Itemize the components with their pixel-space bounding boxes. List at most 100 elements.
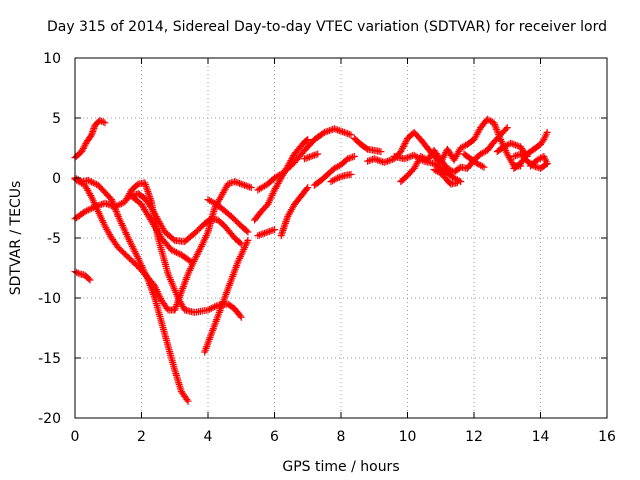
data-point [73, 268, 81, 276]
data-point [399, 143, 407, 151]
data-point [192, 254, 200, 262]
series-arc-18 [350, 134, 385, 156]
series-arc-9 [201, 236, 252, 356]
data-point [278, 230, 286, 238]
data-point [78, 148, 86, 156]
data-point [480, 163, 488, 171]
data-point [440, 152, 448, 160]
data-point [84, 206, 92, 214]
series-arc-26 [510, 128, 551, 172]
data-point [402, 138, 410, 146]
data-point [502, 125, 510, 133]
data-point [130, 246, 138, 254]
data-point [319, 129, 327, 137]
data-point [108, 196, 116, 204]
data-point [174, 249, 182, 257]
data-point [110, 201, 118, 209]
data-point [399, 144, 407, 152]
series-arc-27 [527, 152, 551, 170]
x-tick-label: 10 [399, 429, 417, 445]
data-point [78, 146, 86, 154]
data-point [133, 253, 141, 261]
data-point [109, 199, 117, 207]
data-point [131, 248, 139, 256]
data-point [491, 120, 499, 128]
x-tick-label: 4 [204, 429, 213, 445]
data-point [112, 207, 120, 215]
data-point [193, 251, 201, 259]
data-point [347, 131, 355, 139]
x-tick-label: 14 [532, 429, 550, 445]
data-point [196, 246, 204, 254]
x-tick-label: 8 [337, 429, 346, 445]
data-point [126, 237, 134, 245]
data-point [87, 191, 95, 199]
data-point [144, 188, 152, 196]
data-point [74, 269, 82, 277]
data-point [171, 248, 179, 256]
series-arc-17 [327, 170, 355, 186]
data-point [493, 126, 501, 134]
series-arc-1 [71, 116, 109, 162]
y-tick-label: -5 [47, 231, 61, 247]
data-point [141, 179, 149, 187]
series-arc-4 [71, 174, 192, 405]
y-axis-label: SDTVAR / TECUs [8, 181, 24, 296]
data-point [127, 239, 135, 247]
series-arc-10 [204, 196, 252, 236]
data-point [144, 189, 152, 197]
data-point [397, 148, 405, 156]
series-arc-11 [254, 125, 355, 194]
data-point [493, 127, 501, 135]
data-point [96, 116, 104, 124]
series-arc-12 [251, 136, 312, 224]
x-axis-label: GPS time / hours [282, 459, 399, 475]
data-point [271, 226, 278, 234]
data-point [85, 275, 93, 283]
data-point [132, 249, 140, 257]
data-point [84, 176, 92, 184]
data-point [81, 208, 89, 216]
y-tick-label: -20 [38, 411, 61, 427]
data-point [236, 239, 244, 247]
data-point [278, 228, 286, 236]
data-point [212, 302, 220, 310]
data-point [453, 179, 461, 187]
data-point [204, 306, 212, 314]
data-point [172, 248, 180, 256]
data-point [169, 247, 177, 255]
data-point [118, 200, 126, 208]
series-arc-24 [493, 139, 531, 160]
data-point [114, 211, 122, 219]
data-point [347, 170, 355, 178]
data-point [243, 227, 251, 235]
data-point [184, 397, 192, 405]
series-arc-22 [430, 166, 461, 188]
data-point [195, 247, 203, 255]
data-point [490, 119, 498, 127]
y-tick-label: 0 [52, 171, 61, 187]
data-point [209, 304, 217, 312]
data-point [304, 136, 312, 144]
data-point [377, 148, 385, 156]
data-point [108, 197, 116, 205]
data-point [304, 184, 312, 192]
data-point [244, 228, 252, 236]
data-point [91, 180, 99, 188]
data-point [478, 162, 486, 170]
data-point [281, 221, 289, 229]
data-point [192, 252, 200, 260]
data-point [81, 141, 89, 149]
data-point [87, 132, 95, 140]
data-point [167, 246, 175, 254]
y-tick-label: -10 [38, 291, 61, 307]
data-point [80, 143, 88, 151]
data-point [143, 186, 151, 194]
data-point [128, 243, 136, 250]
data-point [543, 160, 551, 168]
data-point [543, 128, 551, 136]
x-tick-label: 12 [465, 429, 483, 445]
x-tick-label: 2 [137, 429, 146, 445]
x-tick-label: 6 [270, 429, 279, 445]
